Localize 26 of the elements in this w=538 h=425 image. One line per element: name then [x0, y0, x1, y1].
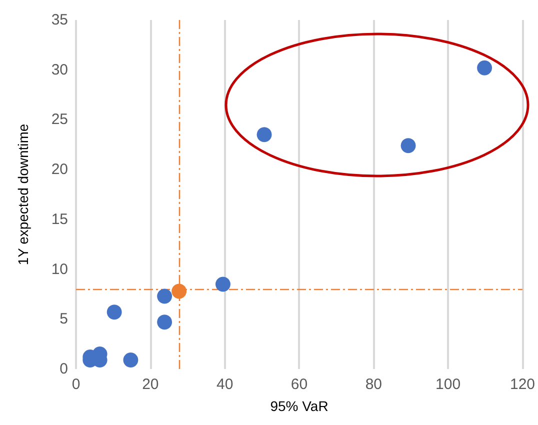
x-tick-label: 120 [510, 376, 535, 393]
y-tick-label: 5 [60, 310, 68, 328]
x-tick-label: 20 [142, 376, 159, 393]
x-axis-title: 95% VaR [270, 398, 328, 414]
point [256, 127, 272, 142]
x-tick-label: 0 [72, 376, 80, 393]
point [172, 284, 187, 299]
y-tick-label: 20 [51, 161, 68, 178]
point [400, 138, 416, 154]
y-tick-label: 25 [51, 111, 68, 128]
point [157, 288, 172, 304]
y-tick-label: 0 [60, 360, 68, 378]
point [477, 60, 492, 76]
y-tick-label: 10 [51, 260, 68, 278]
x-tick-label: 100 [436, 376, 461, 393]
point [215, 276, 230, 292]
point [157, 314, 172, 330]
y-axis-title: 1Y expected downtime [15, 124, 31, 266]
y-tick-label: 35 [51, 12, 68, 28]
x-tick-label: 40 [216, 376, 234, 393]
y-tick-label: 15 [51, 210, 68, 228]
y-tick-label: 30 [51, 61, 68, 78]
point [106, 304, 122, 320]
x-tick-label: 60 [290, 376, 308, 393]
point [123, 352, 138, 368]
x-tick-label: 80 [365, 376, 382, 393]
